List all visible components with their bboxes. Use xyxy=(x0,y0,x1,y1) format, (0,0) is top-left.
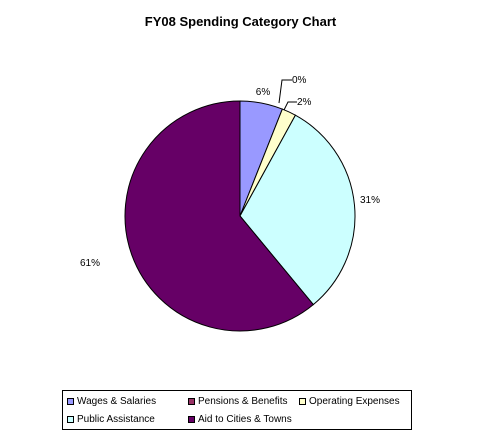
legend-swatch xyxy=(67,416,74,423)
legend-label: Operating Expenses xyxy=(309,396,400,407)
legend-item-public: Public Assistance xyxy=(67,414,155,425)
leader-line xyxy=(278,79,292,104)
legend-item-wages: Wages & Salaries xyxy=(67,396,156,407)
legend-swatch xyxy=(188,398,195,405)
legend-item-operating: Operating Expenses xyxy=(299,396,400,407)
data-label: 0% xyxy=(292,75,307,86)
legend-swatch xyxy=(67,398,74,405)
legend-swatch xyxy=(188,416,195,423)
slice-aid xyxy=(124,100,315,332)
legend-item-pensions: Pensions & Benefits xyxy=(188,396,288,407)
data-label: 2% xyxy=(297,97,312,108)
legend-label: Wages & Salaries xyxy=(77,396,157,407)
pie-chart: 6% 0% 2% 31% 61% xyxy=(80,75,380,332)
data-label: 31% xyxy=(360,195,380,206)
data-label: 6% xyxy=(256,87,271,98)
slice-public xyxy=(239,114,356,306)
legend: Wages & Salaries Pensions & Benefits Ope… xyxy=(62,390,412,430)
legend-swatch xyxy=(299,398,306,405)
leader-line xyxy=(283,101,297,111)
legend-label: Public Assistance xyxy=(77,414,155,425)
legend-label: Aid to Cities & Towns xyxy=(198,414,292,425)
chart-title: FY08 Spending Category Chart xyxy=(144,14,337,29)
legend-label: Pensions & Benefits xyxy=(198,396,288,407)
legend-item-aid: Aid to Cities & Towns xyxy=(188,414,292,425)
data-label: 61% xyxy=(80,258,100,269)
